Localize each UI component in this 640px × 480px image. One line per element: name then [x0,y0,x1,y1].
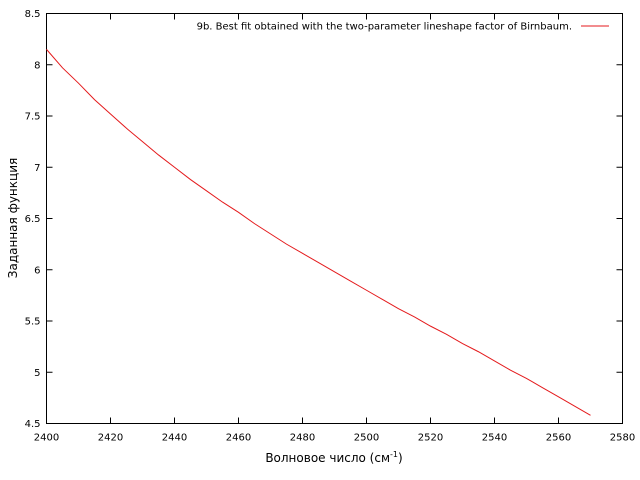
series-line [46,49,591,416]
y-tick-label: 6.5 [25,214,41,225]
x-axis-label-close: ) [398,451,403,465]
y-axis-label: Заданная функция [6,158,20,278]
plot-frame [46,13,623,424]
x-tick-label: 2480 [290,433,315,444]
x-tick-label: 2500 [354,433,379,444]
y-tick-label: 4.5 [25,419,41,430]
x-axis-label: Волновое число (см-1) [265,450,402,465]
legend-label: 9b. Best fit obtained with the two-param… [197,22,572,33]
x-tick-label: 2440 [162,433,187,444]
y-tick-label: 8 [34,60,40,71]
legend: 9b. Best fit obtained with the two-param… [197,22,609,33]
y-tick-label: 6 [34,265,40,276]
x-tick-label: 2460 [226,433,251,444]
y-tick-label: 5.5 [25,317,41,328]
x-axis-label-main: Волновое число (см [265,451,390,465]
y-tick-label: 7 [34,163,40,174]
y-tick-label: 5 [34,368,40,379]
x-tick-label: 2560 [546,433,571,444]
x-axis-label-superscript: -1 [390,450,398,459]
y-axis: 4.5 5 5.5 6 6.5 7 7.5 8 8.5 [25,9,623,430]
x-tick-label: 2420 [98,433,123,444]
x-axis: 2400 2420 2440 2460 2480 2500 2520 2540 2560 2580 [34,13,635,444]
x-tick-label: 2540 [482,433,507,444]
x-tick-label: 2520 [418,433,443,444]
x-tick-label: 2580 [610,433,635,444]
y-tick-label: 7.5 [25,112,41,123]
x-tick-label: 2400 [34,433,59,444]
y-tick-label: 8.5 [25,9,41,20]
